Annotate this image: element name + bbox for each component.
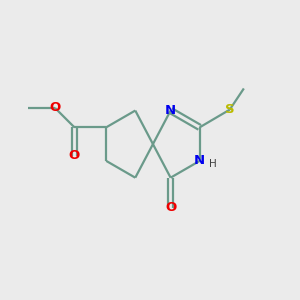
Text: H: H: [209, 159, 217, 170]
Text: O: O: [165, 201, 176, 214]
Text: N: N: [165, 104, 176, 117]
Text: S: S: [225, 103, 235, 116]
Text: N: N: [194, 154, 205, 167]
Text: O: O: [69, 149, 80, 162]
Text: O: O: [49, 101, 61, 114]
